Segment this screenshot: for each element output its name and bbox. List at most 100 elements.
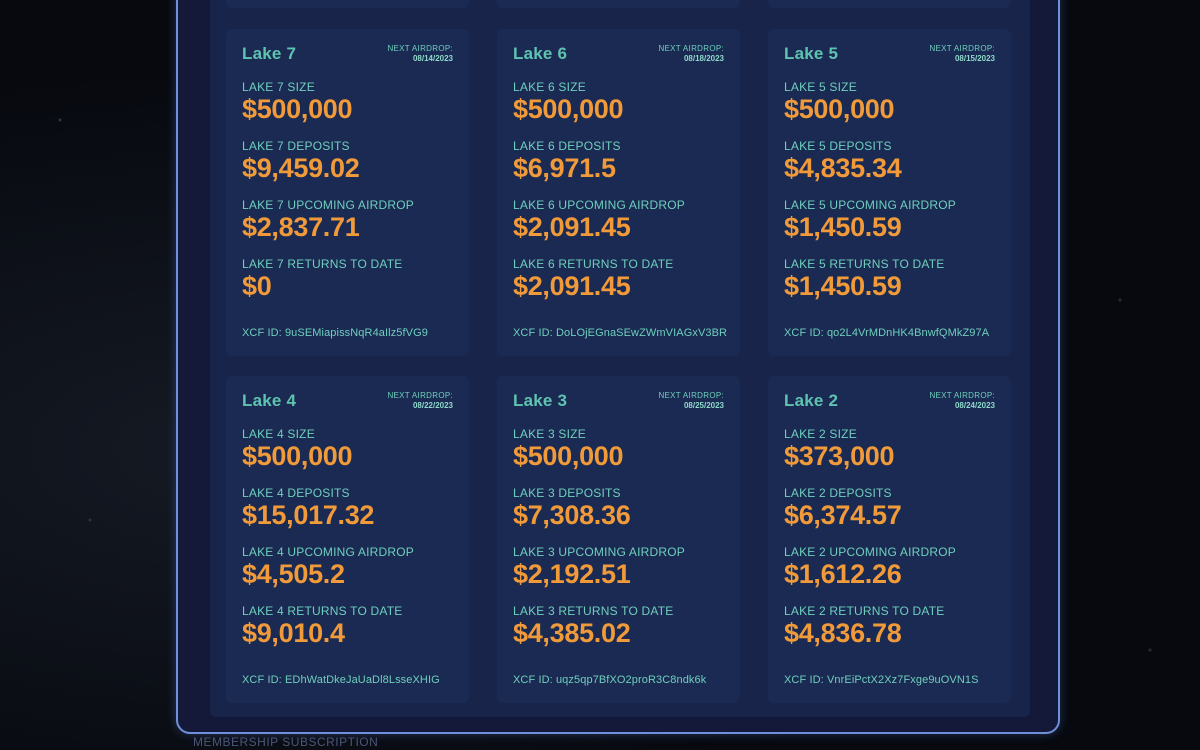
xcf-id: XCF ID: VnrEiPctX2Xz7Fxge9uOVN1S	[784, 674, 979, 686]
lake-deposits-value: $7,308.36	[513, 500, 631, 530]
xcf-id: XCF ID: qo2L4VrMDnHK4BnwfQMkZ97A	[784, 327, 990, 339]
lake-deposits-label: LAKE 5 DEPOSITS	[784, 139, 892, 153]
lake-size: LAKE 3 SIZE $500,000	[513, 427, 624, 471]
lake-size-label: LAKE 4 SIZE	[242, 427, 315, 441]
lake-upcoming-label: LAKE 5 UPCOMING AIRDROP	[784, 198, 956, 212]
lake-upcoming-airdrop: LAKE 6 UPCOMING AIRDROP $2,091.45	[513, 198, 685, 242]
lake-deposits: LAKE 2 DEPOSITS $6,374.57	[784, 486, 902, 530]
lake-title: Lake 3	[513, 391, 568, 410]
lake-upcoming-airdrop: LAKE 7 UPCOMING AIRDROP $2,837.71	[242, 198, 414, 242]
next-airdrop-label: NEXT AIRDROP:	[929, 44, 995, 53]
lake-deposits-value: $9,459.02	[242, 153, 360, 183]
lake-upcoming-value: $4,505.2	[242, 559, 345, 589]
next-airdrop-date: 08/25/2023	[683, 401, 724, 410]
next-airdrop-date: 08/18/2023	[683, 54, 724, 63]
lake-upcoming-label: LAKE 6 UPCOMING AIRDROP	[513, 198, 685, 212]
next-airdrop: NEXT AIRDROP: 08/25/2023	[658, 391, 724, 411]
lake-size-label: LAKE 2 SIZE	[784, 427, 857, 441]
lake-card-7[interactable]: Lake 7 NEXT AIRDROP: 08/14/2023 LAKE 7 S…	[226, 29, 469, 356]
lake-deposits-label: LAKE 4 DEPOSITS	[242, 486, 350, 500]
lake-returns-value: $2,091.45	[513, 271, 631, 301]
lake-title: Lake 2	[784, 391, 839, 410]
next-airdrop-date: 08/24/2023	[954, 401, 995, 410]
lake-returns-label: LAKE 3 RETURNS TO DATE	[513, 604, 674, 618]
lake-upcoming-label: LAKE 3 UPCOMING AIRDROP	[513, 545, 685, 559]
lake-card-partial	[768, 0, 1011, 8]
lake-upcoming-label: LAKE 7 UPCOMING AIRDROP	[242, 198, 414, 212]
lake-deposits-label: LAKE 2 DEPOSITS	[784, 486, 892, 500]
lake-size-label: LAKE 3 SIZE	[513, 427, 586, 441]
lake-upcoming-airdrop: LAKE 2 UPCOMING AIRDROP $1,612.26	[784, 545, 956, 589]
lake-size-value: $500,000	[513, 94, 624, 124]
lake-returns-label: LAKE 4 RETURNS TO DATE	[242, 604, 403, 618]
lake-upcoming-value: $2,192.51	[513, 559, 631, 589]
lake-returns: LAKE 2 RETURNS TO DATE $4,836.78	[784, 604, 944, 648]
lake-deposits-value: $6,374.57	[784, 500, 902, 530]
lake-returns-label: LAKE 7 RETURNS TO DATE	[242, 257, 403, 271]
lake-upcoming-label: LAKE 4 UPCOMING AIRDROP	[242, 545, 414, 559]
lake-size-value: $373,000	[784, 441, 895, 471]
xcf-id: XCF ID: EDhWatDkeJaUaDl8LsseXHIG	[242, 674, 440, 686]
lake-card-partial	[226, 0, 469, 8]
lake-returns-value: $0	[242, 271, 272, 301]
lake-returns-label: LAKE 5 RETURNS TO DATE	[784, 257, 945, 271]
next-airdrop-label: NEXT AIRDROP:	[929, 391, 995, 400]
next-airdrop: NEXT AIRDROP: 08/15/2023	[929, 44, 995, 64]
xcf-id: XCF ID: 9uSEMiapissNqR4aIlz5fVG9	[242, 327, 428, 339]
lake-card-2[interactable]: Lake 2 NEXT AIRDROP: 08/24/2023 LAKE 2 S…	[768, 376, 1011, 703]
lake-deposits-label: LAKE 3 DEPOSITS	[513, 486, 621, 500]
lake-deposits-value: $4,835.34	[784, 153, 902, 183]
lake-upcoming-value: $2,837.71	[242, 212, 360, 242]
next-airdrop-label: NEXT AIRDROP:	[658, 391, 724, 400]
lake-size-value: $500,000	[784, 94, 895, 124]
lake-size: LAKE 5 SIZE $500,000	[784, 80, 895, 124]
lake-upcoming-airdrop: LAKE 3 UPCOMING AIRDROP $2,192.51	[513, 545, 685, 589]
next-airdrop-label: NEXT AIRDROP:	[387, 44, 453, 53]
next-airdrop-label: NEXT AIRDROP:	[387, 391, 453, 400]
lake-deposits: LAKE 3 DEPOSITS $7,308.36	[513, 486, 631, 530]
lake-card-6[interactable]: Lake 6 NEXT AIRDROP: 08/18/2023 LAKE 6 S…	[497, 29, 740, 356]
lake-returns-value: $4,836.78	[784, 618, 902, 648]
lake-deposits-value: $6,971.5	[513, 153, 616, 183]
lake-returns-value: $4,385.02	[513, 618, 631, 648]
lake-upcoming-value: $2,091.45	[513, 212, 631, 242]
lake-deposits: LAKE 5 DEPOSITS $4,835.34	[784, 139, 902, 183]
lake-upcoming-value: $1,612.26	[784, 559, 902, 589]
lake-card-5[interactable]: Lake 5 NEXT AIRDROP: 08/15/2023 LAKE 5 S…	[768, 29, 1011, 356]
lake-size-value: $500,000	[242, 441, 353, 471]
lake-size-label: LAKE 5 SIZE	[784, 80, 857, 94]
next-airdrop-date: 08/15/2023	[954, 54, 995, 63]
lake-returns: LAKE 6 RETURNS TO DATE $2,091.45	[513, 257, 673, 301]
lake-returns-label: LAKE 2 RETURNS TO DATE	[784, 604, 945, 618]
next-airdrop-date: 08/22/2023	[412, 401, 453, 410]
lake-size: LAKE 4 SIZE $500,000	[242, 427, 353, 471]
lake-returns: LAKE 5 RETURNS TO DATE $1,450.59	[784, 257, 944, 301]
next-airdrop: NEXT AIRDROP: 08/24/2023	[929, 391, 995, 411]
lake-deposits-label: LAKE 7 DEPOSITS	[242, 139, 350, 153]
lake-title: Lake 7	[242, 44, 297, 63]
lake-size-value: $500,000	[242, 94, 353, 124]
next-airdrop-label: NEXT AIRDROP:	[658, 44, 724, 53]
lake-returns-label: LAKE 6 RETURNS TO DATE	[513, 257, 674, 271]
lake-returns-value: $9,010.4	[242, 618, 345, 648]
lake-returns: LAKE 3 RETURNS TO DATE $4,385.02	[513, 604, 673, 648]
xcf-id: XCF ID: DoLOjEGnaSEwZWmVIAGxV3BR	[513, 327, 728, 339]
lake-card-3[interactable]: Lake 3 NEXT AIRDROP: 08/25/2023 LAKE 3 S…	[497, 376, 740, 703]
lake-deposits: LAKE 6 DEPOSITS $6,971.5	[513, 139, 621, 183]
lake-size-value: $500,000	[513, 441, 624, 471]
next-airdrop-date: 08/14/2023	[412, 54, 453, 63]
next-airdrop: NEXT AIRDROP: 08/22/2023	[387, 391, 453, 411]
lake-card-partial	[497, 0, 740, 8]
lake-title: Lake 5	[784, 44, 839, 63]
lake-size-label: LAKE 6 SIZE	[513, 80, 586, 94]
lake-upcoming-value: $1,450.59	[784, 212, 902, 242]
lake-deposits: LAKE 7 DEPOSITS $9,459.02	[242, 139, 360, 183]
next-airdrop: NEXT AIRDROP: 08/14/2023	[387, 44, 453, 64]
next-airdrop: NEXT AIRDROP: 08/18/2023	[658, 44, 724, 64]
xcf-id: XCF ID: uqz5qp7BfXO2proR3C8ndk6k	[513, 674, 707, 686]
lake-deposits-label: LAKE 6 DEPOSITS	[513, 139, 621, 153]
lake-upcoming-airdrop: LAKE 4 UPCOMING AIRDROP $4,505.2	[242, 545, 414, 589]
lake-card-4[interactable]: Lake 4 NEXT AIRDROP: 08/22/2023 LAKE 4 S…	[226, 376, 469, 703]
lake-returns: LAKE 7 RETURNS TO DATE $0	[242, 257, 402, 301]
lake-upcoming-label: LAKE 2 UPCOMING AIRDROP	[784, 545, 956, 559]
